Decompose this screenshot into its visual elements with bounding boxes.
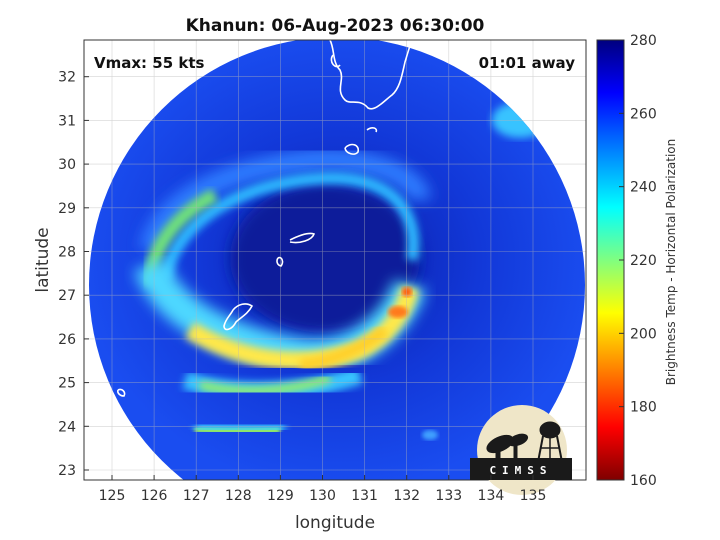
x-tick-label: 129 xyxy=(267,488,294,504)
x-tick-label: 133 xyxy=(435,488,462,504)
colorbar-tick-label: 280 xyxy=(630,33,657,49)
grid-lines xyxy=(84,40,586,480)
x-tick-label: 125 xyxy=(99,488,126,504)
y-axis-ticks: 23 24 25 26 27 28 29 30 31 32 xyxy=(58,70,89,479)
y-tick-label: 30 xyxy=(58,157,76,173)
y-tick-label: 31 xyxy=(58,113,76,129)
x-tick-label: 126 xyxy=(141,488,168,504)
figure-title: Khanun: 06-Aug-2023 06:30:00 xyxy=(186,16,485,36)
y-axis-label: latitude xyxy=(33,227,53,292)
y-tick-label: 24 xyxy=(58,419,76,435)
axes-frame xyxy=(83,39,587,481)
y-tick-label: 26 xyxy=(58,332,76,348)
x-tick-label: 130 xyxy=(309,488,336,504)
y-tick-label: 27 xyxy=(58,288,76,304)
colorbar-tick-label: 260 xyxy=(630,106,657,122)
satellite-swath xyxy=(89,40,585,480)
y-tick-label: 29 xyxy=(58,201,76,217)
x-tick-label: 135 xyxy=(520,488,547,504)
x-tick-label: 132 xyxy=(393,488,420,504)
time-away-label: 01:01 away xyxy=(479,54,576,72)
x-tick-label: 131 xyxy=(351,488,378,504)
colorbar-tick-label: 180 xyxy=(630,400,657,416)
coastlines xyxy=(117,39,413,397)
colorbar-tick-label: 200 xyxy=(630,326,657,342)
colorbar-tick-label: 220 xyxy=(630,253,657,269)
vmax-label: Vmax: 55 kts xyxy=(94,54,204,72)
water-tower-icon xyxy=(537,421,563,463)
y-tick-label: 25 xyxy=(58,376,76,392)
colorbar-tick-label: 160 xyxy=(630,473,657,489)
y-tick-label: 23 xyxy=(58,463,76,479)
x-tick-label: 134 xyxy=(478,488,505,504)
cimss-logo: CIMSS xyxy=(470,405,572,495)
x-tick-label: 127 xyxy=(183,488,210,504)
x-tick-label: 128 xyxy=(225,488,252,504)
cimss-logo-text: CIMSS xyxy=(489,464,552,477)
x-axis-ticks: 125 126 127 128 129 130 131 132 133 134 135 xyxy=(99,475,547,504)
colorbar-tick-label: 240 xyxy=(630,180,657,196)
colorbar-label: Brightness Temp - Horizontal Polarizatio… xyxy=(664,139,678,386)
x-axis-label: longitude xyxy=(295,513,375,533)
plot-area: Vmax: 55 kts 01:01 away CIMSS xyxy=(83,39,587,495)
colorbar-ticks: 160 180 200 220 240 260 280 xyxy=(619,33,657,489)
satellite-dish-icon xyxy=(486,433,529,461)
y-tick-label: 28 xyxy=(58,245,76,261)
y-tick-label: 32 xyxy=(58,70,76,86)
colorbar: 160 180 200 220 240 260 280 Brightness Temp - … xyxy=(596,33,678,489)
